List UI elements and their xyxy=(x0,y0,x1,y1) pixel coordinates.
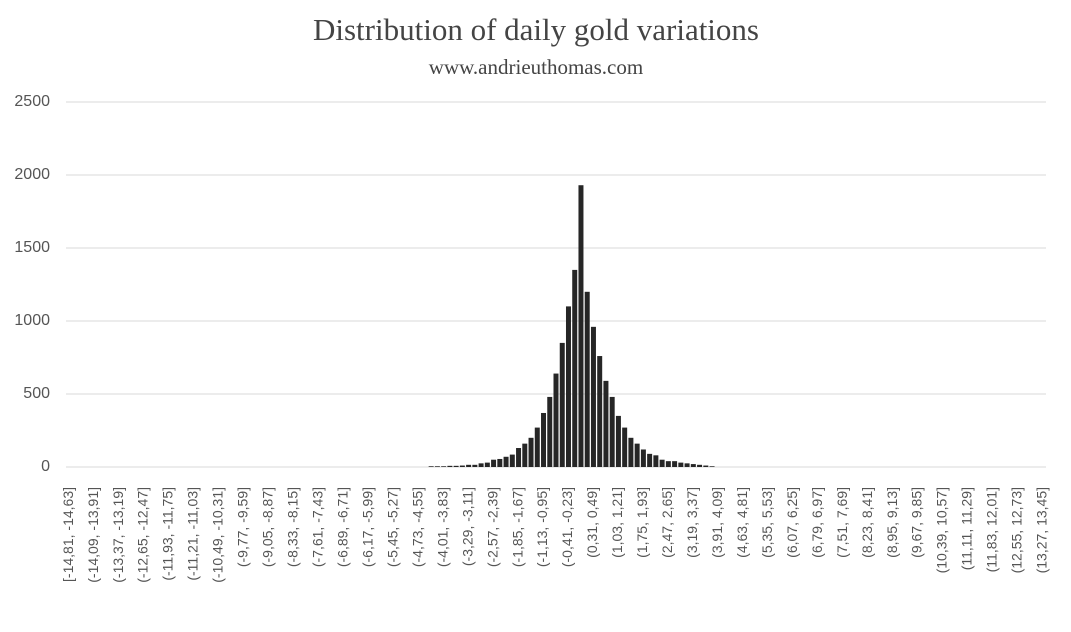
bar xyxy=(497,458,503,467)
bar xyxy=(428,466,434,467)
x-tick-label: (-4,01, -3,83] xyxy=(434,487,450,567)
bar xyxy=(628,437,634,467)
bar xyxy=(647,453,653,467)
x-tick-label: (-1,85, -1,67] xyxy=(509,487,525,567)
chart-subtitle: www.andrieuthomas.com xyxy=(429,55,643,79)
bar xyxy=(459,465,465,467)
bar xyxy=(703,465,709,467)
bar xyxy=(472,464,478,467)
x-tick-label: (2,47, 2,65] xyxy=(659,487,675,558)
x-tick-label: (-9,77, -9,59] xyxy=(235,487,251,567)
bar xyxy=(584,291,590,467)
x-tick-label: (0,31, 0,49] xyxy=(584,487,600,558)
bar xyxy=(684,463,690,467)
bar xyxy=(434,466,440,467)
y-tick-label: 1500 xyxy=(14,239,50,256)
bar xyxy=(634,443,640,467)
bar xyxy=(597,356,603,467)
bar xyxy=(697,464,703,467)
x-tick-label: (8,95, 9,13] xyxy=(884,487,900,558)
bar xyxy=(528,437,534,467)
bar xyxy=(572,269,578,467)
bar xyxy=(503,456,509,467)
bar xyxy=(541,412,547,467)
x-tick-label: (-5,45, -5,27] xyxy=(384,487,400,567)
bar xyxy=(640,449,646,467)
bar xyxy=(603,380,609,467)
bar xyxy=(609,396,615,467)
x-tick-label: (-3,29, -3,11] xyxy=(459,487,475,566)
x-tick-label: (1,75, 1,93] xyxy=(634,487,650,558)
bar xyxy=(453,465,459,467)
bar xyxy=(690,464,696,467)
x-tick-label: (-10,49, -10,31] xyxy=(210,487,226,583)
x-tick-label: (6,07, 6,25] xyxy=(784,487,800,558)
bar xyxy=(522,443,528,467)
x-tick-label: (10,39, 10,57] xyxy=(934,487,950,573)
bar xyxy=(578,185,584,467)
bar xyxy=(534,427,540,467)
x-tick-label: (1,03, 1,21] xyxy=(609,487,625,558)
x-tick-label: (4,63, 4,81] xyxy=(734,487,750,558)
x-tick-label: (-1,13, -0,95] xyxy=(534,487,550,567)
bar xyxy=(565,306,571,467)
x-tick-label: (13,27, 13,45] xyxy=(1034,487,1050,573)
x-tick-label: (-14,09, -13,91] xyxy=(85,487,101,583)
x-tick-label: (11,83, 12,01] xyxy=(984,487,1000,572)
x-tick-label: (12,55, 12,73] xyxy=(1009,487,1025,573)
bar xyxy=(672,461,678,467)
x-tick-label: (-7,61, -7,43] xyxy=(310,487,326,567)
bar xyxy=(441,466,447,467)
chart-title: Distribution of daily gold variations xyxy=(313,12,759,47)
x-tick-label: (7,51, 7,69] xyxy=(834,487,850,558)
x-tick-label: (-13,37, -13,19] xyxy=(110,487,126,583)
x-tick-label: (6,79, 6,97] xyxy=(809,487,825,558)
bar xyxy=(615,415,621,467)
x-tick-label: (11,11, 11,29] xyxy=(959,487,975,570)
bar xyxy=(509,454,515,467)
x-tick-label: (8,23, 8,41] xyxy=(859,487,875,558)
bar xyxy=(547,396,553,467)
x-tick-label: (-0,41, -0,23] xyxy=(559,487,575,567)
bar xyxy=(590,326,596,467)
y-tick-label: 2000 xyxy=(14,166,50,183)
x-tick-label: (3,19, 3,37] xyxy=(684,487,700,558)
x-tick-label: (-4,73, -4,55] xyxy=(409,487,425,567)
x-tick-label: (-11,21, -11,03] xyxy=(185,487,201,581)
bar xyxy=(491,459,497,467)
bar xyxy=(709,466,715,467)
x-tick-label: (-8,33, -8,15] xyxy=(285,487,301,567)
x-tick-label: (9,67, 9,85] xyxy=(909,487,925,558)
y-tick-label: 2500 xyxy=(14,93,50,110)
x-tick-label: (-6,17, -5,99] xyxy=(359,487,375,567)
bar xyxy=(553,373,559,467)
x-tick-label: (-9,05, -8,87] xyxy=(260,487,276,567)
x-tick-label: (-11,93, -11,75] xyxy=(160,487,176,581)
bar xyxy=(466,464,472,467)
x-tick-label: (3,91, 4,09] xyxy=(709,487,725,558)
bar xyxy=(678,462,684,467)
x-tick-label: (-2,57, -2,39] xyxy=(484,487,500,567)
bar xyxy=(653,455,659,467)
y-tick-label: 0 xyxy=(41,458,50,475)
bar xyxy=(516,448,522,467)
x-tick-label: [-14,81, -14,63] xyxy=(60,487,76,582)
x-tick-label: (-12,65, -12,47] xyxy=(135,487,151,583)
y-tick-label: 500 xyxy=(23,385,50,402)
bar xyxy=(559,342,565,467)
x-tick-label: (5,35, 5,53] xyxy=(759,487,775,558)
bar xyxy=(447,465,453,467)
y-tick-label: 1000 xyxy=(14,312,50,329)
bar xyxy=(659,459,665,467)
bar xyxy=(484,462,490,467)
x-tick-label: (-6,89, -6,71] xyxy=(334,487,350,567)
bar xyxy=(665,461,671,467)
bar xyxy=(478,463,484,467)
bar xyxy=(622,427,628,467)
